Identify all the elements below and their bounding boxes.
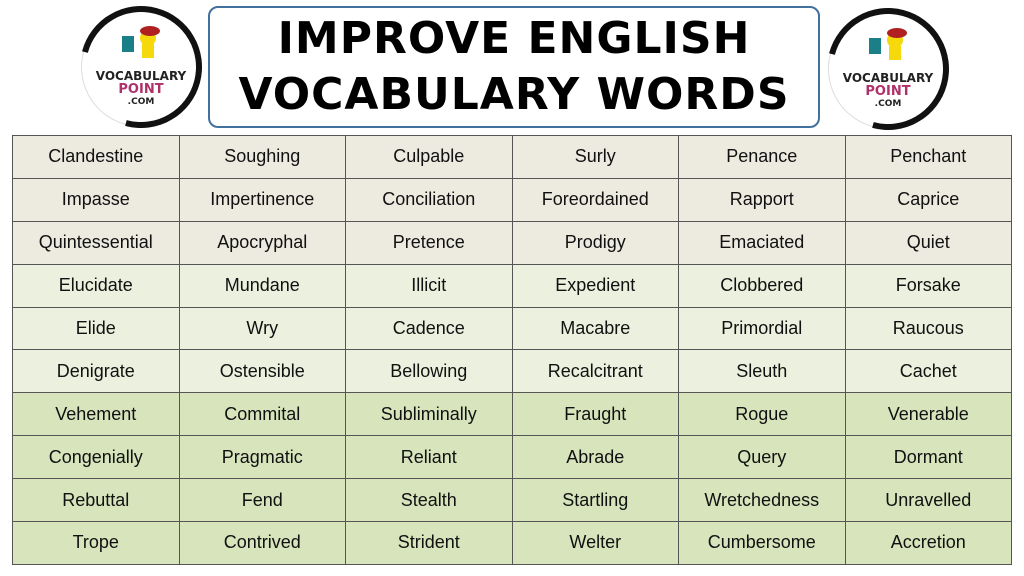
word-cell: Culpable: [345, 135, 513, 179]
table-row: Elucidate Mundane Illicit Expedient Clobbere…: [12, 263, 1012, 308]
word-cell: Macabre: [511, 306, 679, 351]
title-line-1: IMPROVE ENGLISH: [277, 13, 751, 64]
table-row: Trope Contrived Strident Welter Cumbersome Ac…: [12, 521, 1012, 565]
word-cell: Expedient: [511, 263, 679, 308]
word-cell: Trope: [12, 521, 180, 565]
word-cell: Penchant: [844, 135, 1012, 179]
word-cell: Vehement: [12, 392, 180, 437]
word-cell: Cachet: [844, 349, 1012, 394]
word-cell: Unravelled: [844, 478, 1012, 523]
word-cell: Foreordained: [511, 177, 679, 222]
word-cell: Stealth: [345, 478, 513, 523]
word-cell: Bellowing: [345, 349, 513, 394]
word-cell: Welter: [511, 521, 679, 565]
table-row: Elide Wry Cadence Macabre Primordial Raucous: [12, 306, 1012, 351]
table-row: Quintessential Apocryphal Pretence Prodigy E…: [12, 220, 1012, 265]
word-cell: Raucous: [844, 306, 1012, 351]
word-cell: Rogue: [678, 392, 846, 437]
word-cell: Illicit: [345, 263, 513, 308]
vocabulary-point-logo-left: VOCABULARY POINT .COM: [82, 8, 200, 126]
word-cell: Elide: [12, 306, 180, 351]
word-cell: Prodigy: [511, 220, 679, 265]
word-cell: Rebuttal: [12, 478, 180, 523]
word-cell: Accretion: [844, 521, 1012, 565]
logo-text: .COM: [127, 97, 155, 107]
word-cell: Apocryphal: [178, 220, 346, 265]
vocabulary-table: Clandestine Soughing Culpable Surly Penance P…: [12, 135, 1012, 565]
table-row: Vehement Commital Subliminally Fraught Rogue…: [12, 392, 1012, 437]
word-cell: Cadence: [345, 306, 513, 351]
word-cell: Denigrate: [12, 349, 180, 394]
word-cell: Forsake: [844, 263, 1012, 308]
mascot-icon: [122, 26, 160, 58]
word-cell: Subliminally: [345, 392, 513, 437]
word-cell: Congenially: [12, 435, 180, 480]
logo-text: .COM: [874, 99, 902, 109]
word-cell: Conciliation: [345, 177, 513, 222]
word-cell: Quintessential: [12, 220, 180, 265]
word-cell: Wry: [178, 306, 346, 351]
title-line-2: VOCABULARY WORDS: [238, 69, 790, 120]
word-cell: Commital: [178, 392, 346, 437]
word-cell: Contrived: [178, 521, 346, 565]
word-cell: Rapport: [678, 177, 846, 222]
word-cell: Fraught: [511, 392, 679, 437]
word-cell: Surly: [511, 135, 679, 179]
logo-text: VOCABULARY: [95, 69, 187, 83]
word-cell: Query: [678, 435, 846, 480]
logo-text: VOCABULARY: [842, 71, 934, 85]
word-cell: Recalcitrant: [511, 349, 679, 394]
word-cell: Startling: [511, 478, 679, 523]
word-cell: Fend: [178, 478, 346, 523]
word-cell: Dormant: [844, 435, 1012, 480]
logo-text: POINT: [865, 84, 911, 99]
word-cell: Pretence: [345, 220, 513, 265]
word-cell: Caprice: [844, 177, 1012, 222]
word-cell: Impertinence: [178, 177, 346, 222]
word-cell: Quiet: [844, 220, 1012, 265]
word-cell: Cumbersome: [678, 521, 846, 565]
table-row: Rebuttal Fend Stealth Startling Wretchedness…: [12, 478, 1012, 523]
word-cell: Elucidate: [12, 263, 180, 308]
word-cell: Reliant: [345, 435, 513, 480]
table-row: Impasse Impertinence Conciliation Foreordai…: [12, 177, 1012, 222]
word-cell: Clandestine: [12, 135, 180, 179]
word-cell: Mundane: [178, 263, 346, 308]
word-cell: Abrade: [511, 435, 679, 480]
table-row: Denigrate Ostensible Bellowing Recalcitrant…: [12, 349, 1012, 394]
word-cell: Pragmatic: [178, 435, 346, 480]
word-cell: Emaciated: [678, 220, 846, 265]
word-cell: Venerable: [844, 392, 1012, 437]
word-cell: Sleuth: [678, 349, 846, 394]
logo-text: POINT: [118, 82, 164, 97]
word-cell: Strident: [345, 521, 513, 565]
mascot-icon: [869, 28, 907, 60]
word-cell: Ostensible: [178, 349, 346, 394]
table-row: Congenially Pragmatic Reliant Abrade Query Do…: [12, 435, 1012, 480]
word-cell: Primordial: [678, 306, 846, 351]
word-cell: Soughing: [178, 135, 346, 179]
title-box: IMPROVE ENGLISH VOCABULARY WORDS: [208, 6, 820, 128]
table-row: Clandestine Soughing Culpable Surly Penance P…: [12, 135, 1012, 179]
vocabulary-point-logo-right: VOCABULARY POINT .COM: [829, 10, 947, 128]
word-cell: Wretchedness: [678, 478, 846, 523]
word-cell: Clobbered: [678, 263, 846, 308]
word-cell: Penance: [678, 135, 846, 179]
word-cell: Impasse: [12, 177, 180, 222]
